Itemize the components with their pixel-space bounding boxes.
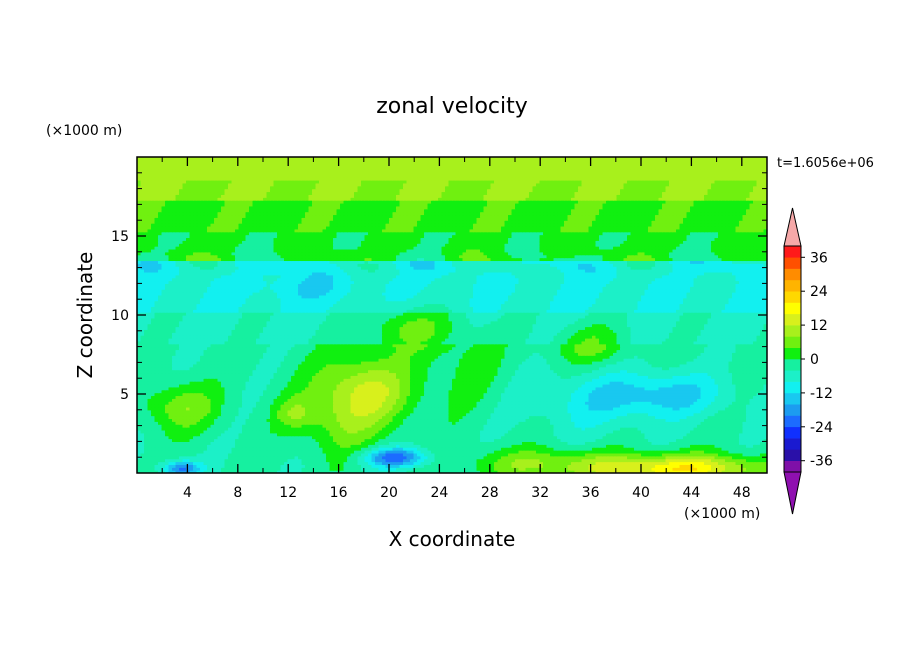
y-unit-label: (×1000 m) (46, 123, 122, 139)
contour-field (137, 157, 768, 474)
chart-title: zonal velocity (376, 94, 528, 119)
time-label: t=1.6056e+06 (777, 156, 874, 171)
